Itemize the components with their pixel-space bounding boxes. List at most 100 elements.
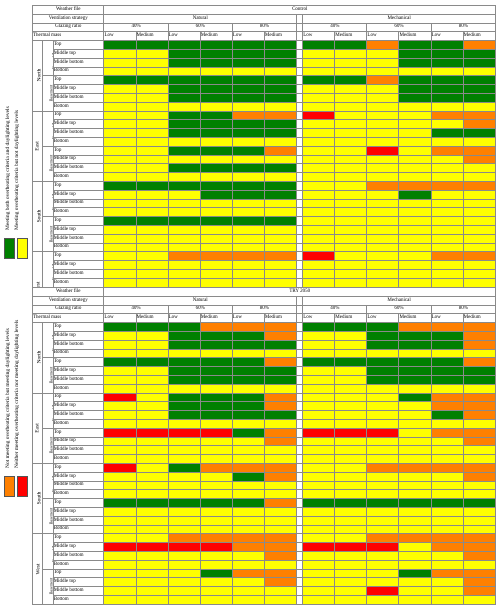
result-cell-yellow bbox=[231, 586, 265, 596]
result-cell-orange bbox=[462, 462, 497, 473]
legend-label: Meeting overheating criteria but not day… bbox=[14, 109, 20, 230]
result-cell-yellow bbox=[302, 348, 336, 359]
result-cell-yellow bbox=[103, 92, 137, 103]
result-cell-green bbox=[231, 48, 265, 59]
result-cell-yellow bbox=[334, 216, 368, 226]
result-cell-yellow bbox=[430, 260, 464, 270]
result-cell-yellow bbox=[263, 383, 297, 394]
result-cell-green bbox=[199, 339, 233, 350]
result-cell-orange bbox=[199, 533, 233, 544]
result-cell-red bbox=[366, 427, 400, 438]
orientation-label: North bbox=[31, 322, 44, 394]
result-cell-yellow bbox=[135, 57, 169, 68]
result-cell-green bbox=[430, 366, 464, 376]
result-cell-yellow bbox=[366, 392, 400, 403]
result-cell-green bbox=[199, 163, 233, 174]
result-cell-green bbox=[135, 322, 169, 332]
result-cell-green bbox=[231, 410, 265, 420]
result-cell-orange bbox=[462, 119, 497, 130]
result-cell-yellow bbox=[366, 506, 400, 517]
result-cell-yellow bbox=[135, 207, 169, 218]
result-cell-orange bbox=[430, 462, 464, 473]
result-cell-yellow bbox=[199, 268, 233, 279]
result-cell-orange bbox=[430, 542, 464, 552]
result-cell-orange bbox=[398, 322, 432, 332]
result-cell-orange bbox=[462, 392, 497, 403]
result-cell-yellow bbox=[334, 277, 368, 288]
result-cell-yellow bbox=[302, 260, 336, 270]
result-cell-yellow bbox=[231, 559, 265, 570]
legend-label: Meeting both overheating criteria and da… bbox=[5, 106, 11, 230]
result-cell-yellow bbox=[302, 224, 336, 235]
result-cell-yellow bbox=[263, 66, 298, 77]
floor-label: Top bbox=[52, 392, 105, 403]
result-cell-green bbox=[231, 92, 265, 103]
thermal-medium: Medium bbox=[398, 313, 432, 324]
floor-label: Bottom bbox=[52, 277, 105, 288]
result-cell-green bbox=[167, 366, 201, 376]
result-cell-yellow bbox=[302, 374, 336, 385]
result-cell-orange bbox=[462, 154, 497, 165]
result-cell-yellow bbox=[302, 515, 336, 526]
floor-label: Middle bottom bbox=[52, 233, 105, 244]
result-cell-yellow bbox=[167, 480, 201, 491]
table-row: Bottom bbox=[33, 524, 497, 535]
result-cell-green bbox=[199, 330, 233, 341]
result-cell-green bbox=[167, 401, 201, 412]
result-cell-yellow bbox=[302, 594, 336, 605]
result-cell-yellow bbox=[135, 189, 169, 200]
result-cell-yellow bbox=[430, 66, 464, 77]
result-cell-yellow bbox=[103, 515, 137, 526]
table-row: Middle top bbox=[33, 577, 497, 588]
result-cell-yellow bbox=[302, 445, 336, 456]
results-grid: Weather file Control Ventilation strategy N… bbox=[31, 5, 497, 323]
result-cell-green bbox=[231, 357, 265, 368]
result-cell-yellow bbox=[302, 471, 336, 482]
result-cell-yellow bbox=[366, 110, 400, 121]
result-cell-green bbox=[430, 339, 464, 350]
result-cell-yellow bbox=[103, 101, 137, 112]
result-cell-orange bbox=[263, 145, 298, 156]
vent-natural: Natural bbox=[103, 13, 297, 24]
result-cell-green bbox=[398, 75, 432, 86]
result-cell-yellow bbox=[199, 136, 233, 147]
table-row: NorthGround floorTop bbox=[31, 40, 497, 112]
result-cell-green bbox=[231, 427, 265, 438]
result-cell-yellow bbox=[103, 445, 137, 456]
result-cell-yellow bbox=[199, 101, 233, 112]
table-row: Middle bottom bbox=[33, 410, 497, 420]
result-cell-yellow bbox=[302, 568, 336, 579]
result-cell-yellow bbox=[430, 489, 464, 500]
result-cell-yellow bbox=[462, 506, 497, 517]
result-cell-yellow bbox=[398, 198, 432, 209]
result-cell-yellow bbox=[430, 559, 464, 570]
thermal-medium: Medium bbox=[398, 31, 432, 42]
result-cell-yellow bbox=[231, 480, 265, 491]
result-cell-orange bbox=[263, 357, 297, 368]
ground-floor-label: Ground floor bbox=[42, 322, 54, 359]
result-cell-orange bbox=[366, 533, 400, 544]
glazing-label: Glazing ratio bbox=[31, 304, 105, 315]
floor-label: Middle bottom bbox=[52, 480, 105, 491]
result-cell-orange bbox=[366, 180, 400, 191]
result-cell-yellow bbox=[366, 268, 400, 279]
result-cell-yellow bbox=[167, 242, 201, 253]
table-row: Middle bottom bbox=[33, 57, 497, 68]
result-cell-yellow bbox=[302, 489, 336, 500]
result-cell-yellow bbox=[430, 101, 464, 112]
result-cell-yellow bbox=[199, 577, 233, 588]
result-cell-orange bbox=[231, 568, 265, 579]
result-cell-yellow bbox=[135, 524, 169, 535]
result-cell-yellow bbox=[135, 436, 169, 447]
result-cell-yellow bbox=[167, 101, 201, 112]
result-cell-yellow bbox=[334, 401, 368, 412]
result-cell-yellow bbox=[398, 471, 432, 482]
result-cell-yellow bbox=[135, 418, 169, 429]
result-cell-green bbox=[430, 330, 464, 341]
vent-natural: Natural bbox=[103, 295, 297, 306]
result-cell-orange bbox=[263, 401, 297, 412]
result-cell-yellow bbox=[103, 577, 137, 588]
result-cell-green bbox=[366, 366, 400, 376]
